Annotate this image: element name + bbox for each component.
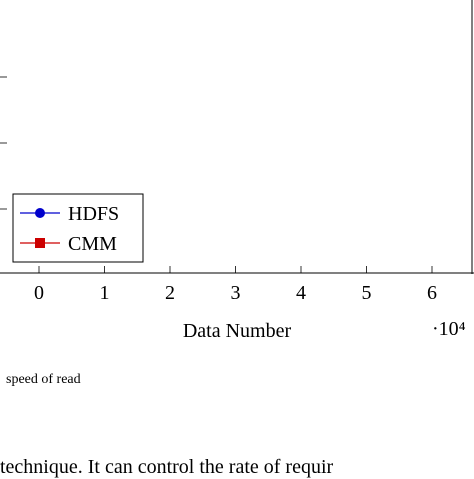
x-tick-label: 2 (165, 282, 175, 304)
x-axis-label: Data Number (183, 320, 292, 342)
x-tick-label: 0 (34, 282, 44, 304)
legend-item-hdfs: HDFS (20, 203, 119, 225)
legend-item-cmm: CMM (20, 233, 117, 255)
figure-caption: speed of read (6, 372, 81, 387)
body-text: technique. It can control the rate of re… (0, 456, 334, 478)
legend: HDFS CMM (12, 193, 144, 263)
x-tick-label: 4 (296, 282, 306, 304)
legend-box (12, 193, 144, 263)
y-axis-ticks (0, 76, 7, 210)
x-axis-ticks: 0 1 2 3 4 5 6 (34, 266, 437, 304)
legend-label-hdfs: HDFS (68, 203, 119, 225)
x-tick-label: 5 (362, 282, 372, 304)
x-tick-label: 1 (100, 282, 110, 304)
x-tick-label: 6 (427, 282, 437, 304)
legend-label-cmm: CMM (68, 233, 117, 255)
legend-marker-hdfs (35, 208, 45, 218)
x-axis-multiplier: ·10⁴ (432, 318, 466, 340)
legend-marker-cmm (35, 238, 45, 248)
x-tick-label: 3 (231, 282, 241, 304)
